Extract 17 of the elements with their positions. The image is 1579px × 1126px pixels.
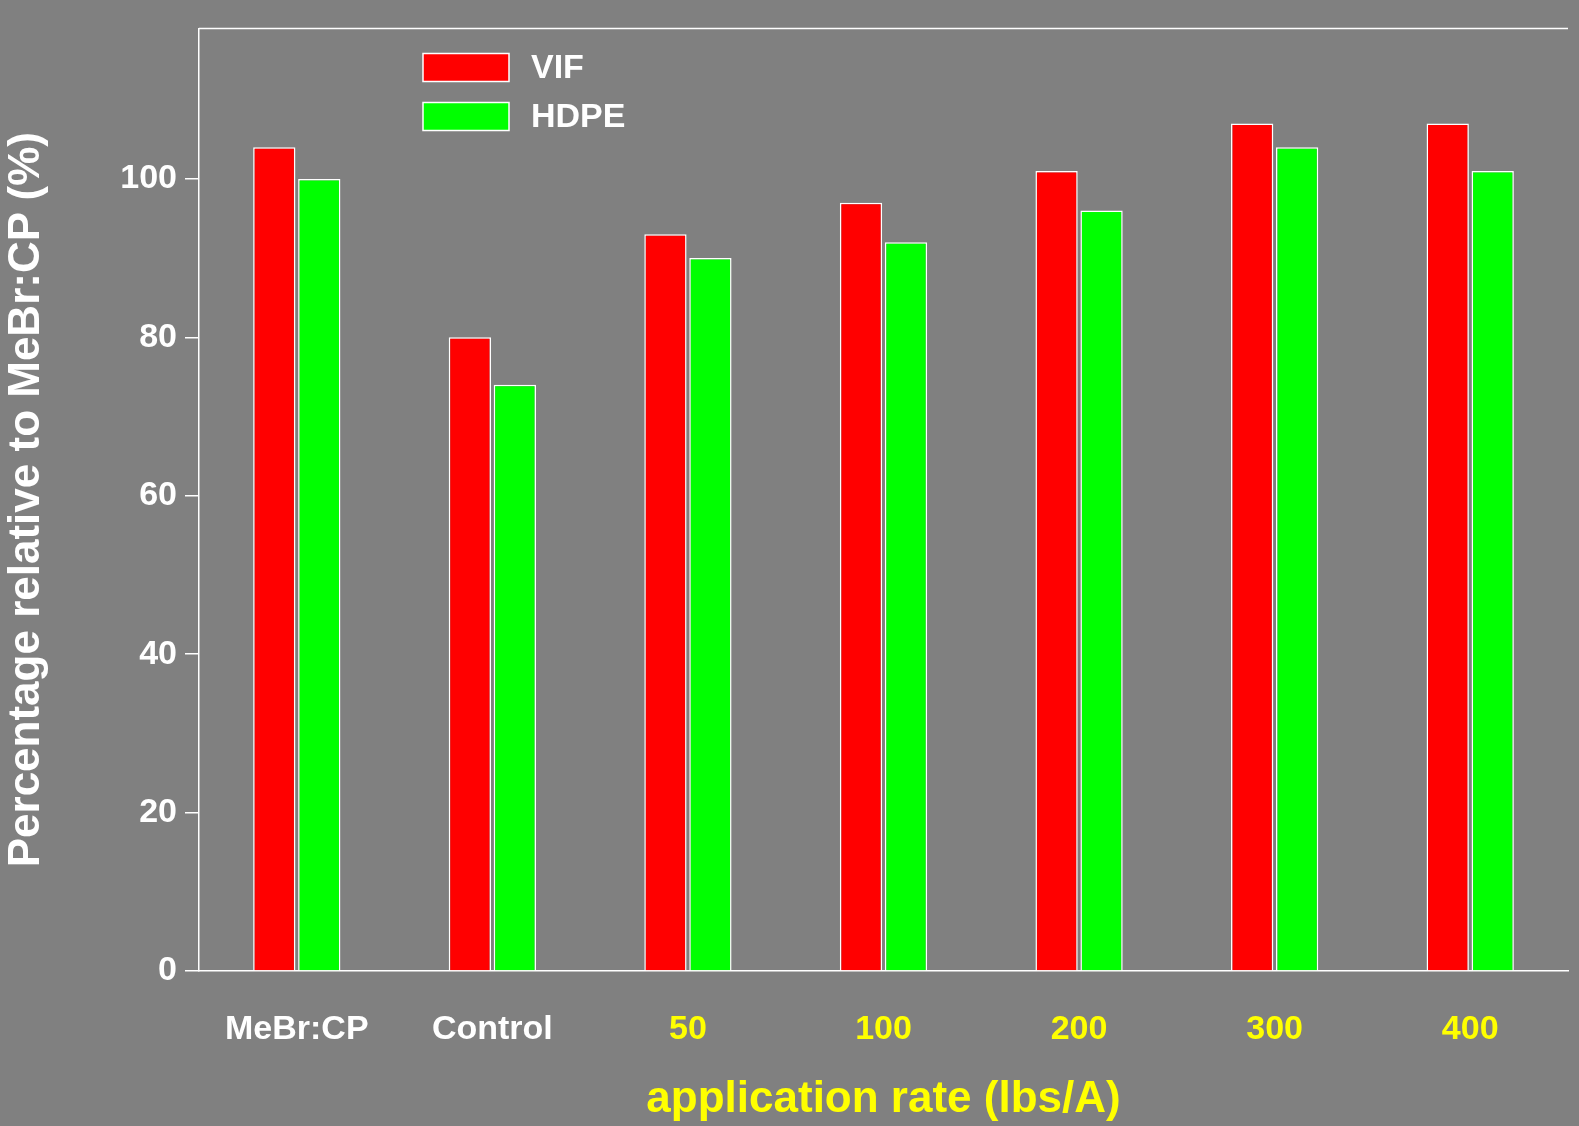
y-tick-label: 40 bbox=[139, 632, 177, 671]
x-tick-label: 100 bbox=[855, 1007, 912, 1046]
x-tick-label: MeBr:CP bbox=[225, 1007, 369, 1046]
y-tick-label: 80 bbox=[139, 315, 177, 354]
y-tick-label: 20 bbox=[139, 790, 177, 829]
y-tick-label: 100 bbox=[120, 157, 177, 196]
x-axis-title: application rate (lbs/A) bbox=[646, 1071, 1121, 1121]
legend-label: VIF bbox=[531, 46, 584, 85]
x-tick-label: 50 bbox=[669, 1007, 707, 1046]
x-tick-label: 300 bbox=[1246, 1007, 1304, 1046]
x-tick-label: Control bbox=[431, 1007, 553, 1046]
y-tick-label: 0 bbox=[158, 949, 177, 988]
y-axis-title: Percentage relative to MeBr:CP (%) bbox=[0, 132, 48, 868]
x-tick-label: 200 bbox=[1050, 1007, 1108, 1046]
legend-label: HDPE bbox=[531, 95, 626, 134]
x-tick-label: 400 bbox=[1441, 1007, 1499, 1046]
y-tick-label: 60 bbox=[139, 474, 177, 513]
